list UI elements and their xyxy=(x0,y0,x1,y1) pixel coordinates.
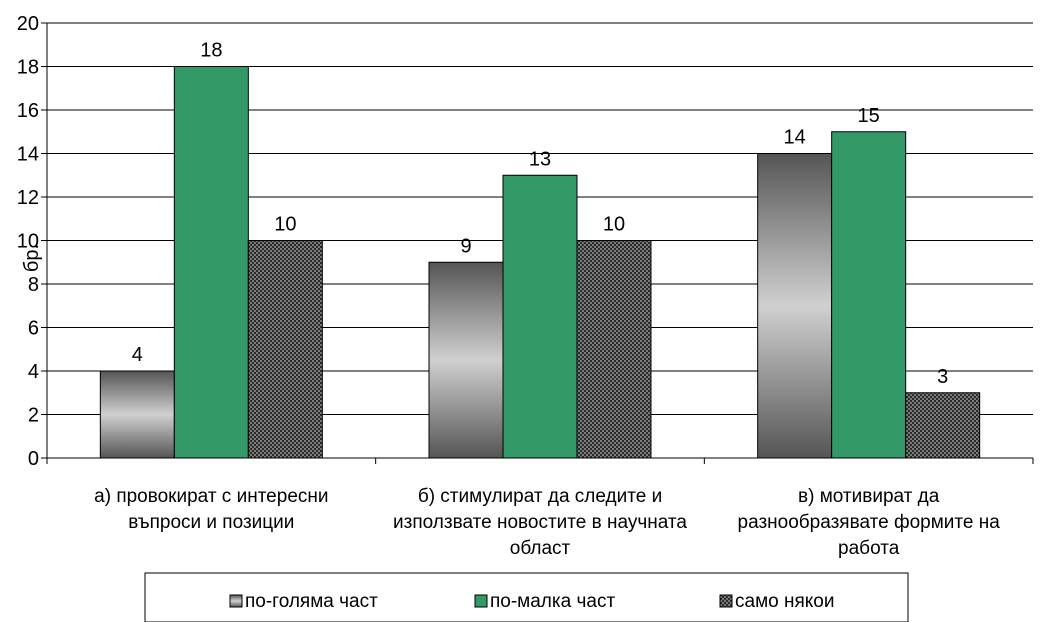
y-tick-label: 6 xyxy=(28,318,39,340)
bar xyxy=(428,261,504,459)
legend-swatch xyxy=(229,594,243,608)
data-label: 10 xyxy=(603,214,625,236)
y-tick-label: 8 xyxy=(28,274,39,296)
legend: по-голяма част по-малка част само някои xyxy=(144,572,909,622)
bar xyxy=(502,174,578,459)
data-label: 4 xyxy=(132,344,143,366)
data-label: 15 xyxy=(858,105,880,127)
bars xyxy=(99,66,981,459)
bar xyxy=(99,370,175,459)
y-tick-label: 0 xyxy=(28,448,39,470)
bar xyxy=(173,66,249,459)
category-label: разнообразявате формите на xyxy=(738,512,1001,533)
category-label: б) стимулират да следите и xyxy=(418,486,662,507)
data-labels: 4 18 10 9 13 10 14 15 3 xyxy=(132,40,948,388)
bar xyxy=(757,153,833,459)
y-tick-label: 16 xyxy=(17,100,39,122)
data-label: 18 xyxy=(200,40,222,62)
legend-label: само някои xyxy=(735,591,834,612)
category-label: работа xyxy=(838,538,900,559)
legend-box xyxy=(144,572,909,622)
legend-label: по-голяма част xyxy=(245,591,378,612)
legend-label: по-малка част xyxy=(490,591,615,612)
y-tick-label: 20 xyxy=(17,13,39,35)
y-tick-label: 10 xyxy=(17,231,39,253)
category-label: в) мотивират да xyxy=(798,486,940,507)
data-label: 9 xyxy=(460,235,471,257)
category-labels: а) провокират с интересни въпроси и позиц… xyxy=(94,486,1000,559)
category-label: а) провокират с интересни xyxy=(94,486,328,507)
legend-swatch xyxy=(474,594,488,608)
category-label: използвате новостите в научната xyxy=(393,512,687,533)
data-label: 13 xyxy=(529,148,551,170)
y-tick-labels: 0 2 4 6 8 10 12 14 16 18 20 xyxy=(17,13,39,470)
category-label: въпроси и позиции xyxy=(128,512,294,533)
y-tick-label: 12 xyxy=(17,187,39,209)
y-axis-label: бр. xyxy=(21,244,43,272)
y-tick-label: 4 xyxy=(28,361,39,383)
legend-swatch xyxy=(719,594,733,608)
bar xyxy=(905,392,981,459)
bar xyxy=(576,240,652,459)
axes xyxy=(46,23,1034,464)
y-tick-label: 2 xyxy=(28,405,39,427)
data-label: 14 xyxy=(784,127,806,149)
data-label: 10 xyxy=(274,214,296,236)
category-label: област xyxy=(510,538,571,559)
y-tick-label: 18 xyxy=(17,57,39,79)
data-label: 3 xyxy=(937,366,948,388)
y-tick-label: 14 xyxy=(17,144,39,166)
bar xyxy=(831,131,907,459)
bar xyxy=(247,240,323,459)
